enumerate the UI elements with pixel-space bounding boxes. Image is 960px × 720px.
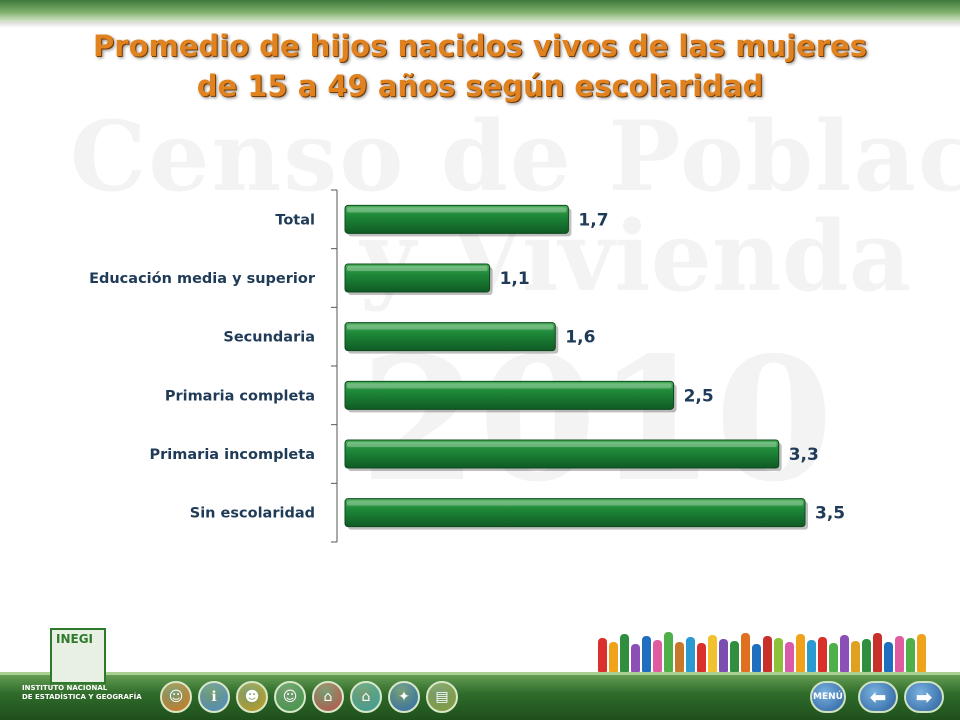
family-icon[interactable]: ☺: [160, 681, 192, 713]
person-figure: [895, 636, 904, 672]
person-figure: [609, 642, 618, 672]
person-figure: [917, 634, 926, 672]
person-figure: [840, 635, 849, 672]
data-label: 1,6: [565, 328, 595, 348]
data-label: 3,5: [815, 504, 845, 524]
inegi-logo-text: INEGI: [56, 632, 94, 646]
person-figure: [818, 637, 827, 672]
person-figure: [620, 634, 629, 672]
inegi-logo: [50, 628, 106, 684]
category-label: Primaria completa: [165, 388, 315, 404]
back-arrow-button[interactable]: ⬅: [858, 681, 898, 713]
bar-highlight: [347, 383, 672, 389]
bar-highlight: [347, 442, 777, 447]
group-icon[interactable]: ☺: [274, 681, 306, 713]
person-figure: [719, 639, 728, 672]
slide-title-line-1: Promedio de hijos nacidos vivos de las m…: [93, 29, 867, 63]
person-figure: [752, 644, 761, 672]
bar: [344, 439, 780, 469]
person-figure: [631, 644, 640, 672]
section-icon-row: ☺ ℹ ☻ ☺ ⌂ ⌂ ✦ ▤: [160, 681, 458, 715]
person-figure: [642, 636, 651, 672]
bar: [344, 498, 806, 528]
menu-button[interactable]: MENÚ: [810, 681, 846, 713]
category-label: Sin escolaridad: [190, 506, 315, 522]
data-label: 3,3: [789, 445, 819, 465]
people-illustration: [598, 632, 950, 672]
person-figure: [829, 643, 838, 672]
house-icon[interactable]: ⌂: [312, 681, 344, 713]
person-figure: [686, 637, 695, 672]
person-figure: [807, 640, 816, 672]
person-figure: [763, 636, 772, 672]
institution-name-line-2: DE ESTADÍSTICA Y GEOGRAFÍA: [22, 693, 142, 701]
bar-chart: Total 1,7 Educación media y superior 1,1 Sec…: [89, 189, 845, 543]
person-figure: [884, 642, 893, 672]
forward-arrow-button[interactable]: ➡: [904, 681, 944, 713]
person-figure: [598, 638, 607, 672]
map-icon[interactable]: ✦: [388, 681, 420, 713]
person-figure: [862, 639, 871, 672]
bar: [344, 380, 675, 410]
people-icon[interactable]: ☻: [236, 681, 268, 713]
bar: [344, 322, 556, 352]
info-icon[interactable]: ℹ: [198, 681, 230, 713]
top-header-band: [0, 0, 960, 28]
person-figure: [653, 640, 662, 672]
person-figure: [741, 633, 750, 672]
category-label: Primaria incompleta: [150, 447, 315, 463]
category-label: Educación media y superior: [89, 271, 316, 287]
bar-highlight: [347, 266, 488, 271]
person-figure: [664, 632, 673, 672]
bar-highlight: [347, 324, 554, 330]
home-icon[interactable]: ⌂: [350, 681, 382, 713]
data-label: 2,5: [684, 386, 714, 406]
person-figure: [873, 633, 882, 672]
institution-name: INSTITUTO NACIONAL DE ESTADÍSTICA Y GEOG…: [22, 684, 162, 702]
category-label: Secundaria: [223, 330, 315, 346]
person-figure: [708, 635, 717, 672]
data-label: 1,7: [578, 210, 608, 230]
person-figure: [730, 641, 739, 672]
bar: [344, 204, 569, 234]
bar-highlight: [347, 500, 803, 506]
bar: [344, 263, 491, 293]
person-figure: [851, 641, 860, 672]
slide-title-line-2: de 15 a 49 años según escolaridad: [196, 69, 764, 103]
person-figure: [796, 634, 805, 672]
slide-title: Promedio de hijos nacidos vivos de las m…: [60, 26, 900, 106]
category-label: Total: [275, 212, 315, 228]
person-figure: [697, 643, 706, 672]
data-label: 1,1: [500, 269, 530, 289]
bar-highlight: [347, 207, 567, 213]
person-figure: [774, 638, 783, 672]
institution-name-line-1: INSTITUTO NACIONAL: [22, 684, 108, 692]
person-figure: [906, 638, 915, 672]
person-figure: [785, 642, 794, 672]
document-icon[interactable]: ▤: [426, 681, 458, 713]
person-figure: [675, 642, 684, 672]
